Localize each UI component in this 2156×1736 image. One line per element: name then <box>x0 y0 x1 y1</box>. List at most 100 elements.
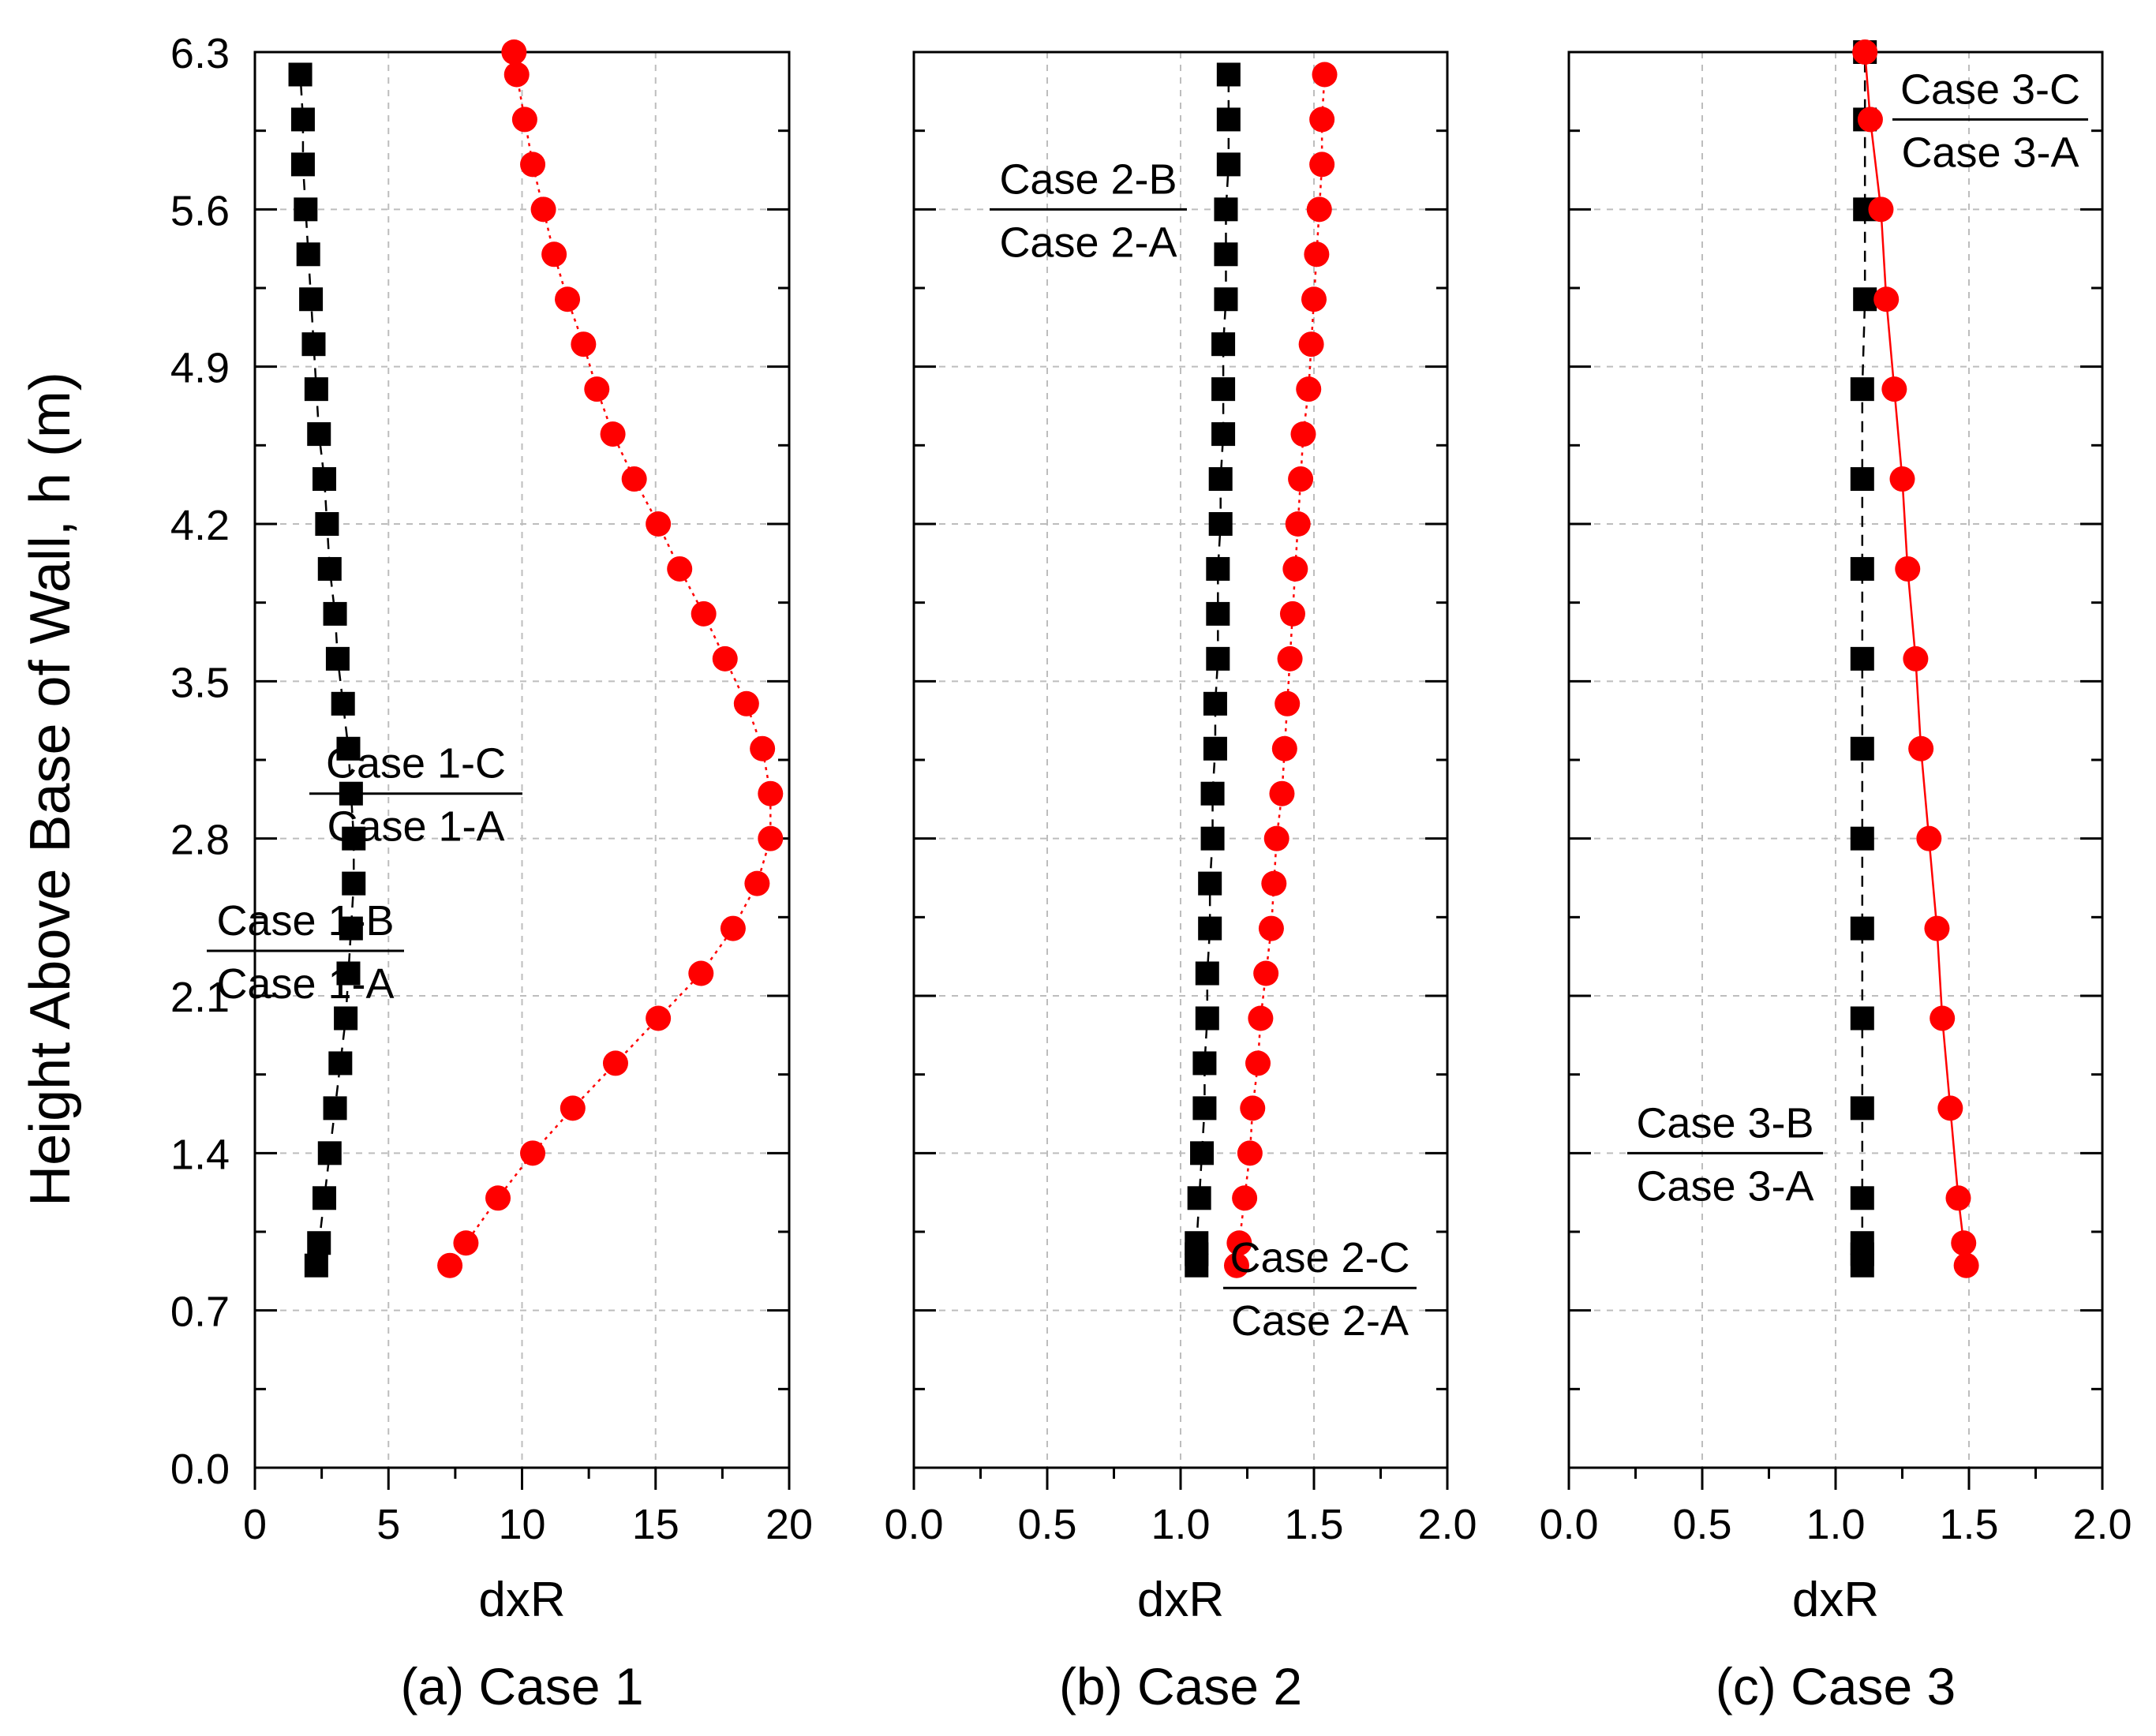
data-point <box>1945 1185 1971 1211</box>
y-axis-label: Height Above Base of Wall, h (m) <box>19 372 82 1207</box>
x-tick-label: 2.0 <box>1417 1501 1477 1548</box>
data-point <box>299 287 324 312</box>
x-tick-label: 15 <box>632 1501 679 1548</box>
data-point <box>1850 467 1874 492</box>
data-point <box>336 736 361 761</box>
x-tick-label: 1.0 <box>1806 1501 1865 1548</box>
series-label-numerator: Case 1-B <box>216 897 394 945</box>
data-point <box>1282 556 1308 582</box>
data-point <box>342 826 366 851</box>
data-point <box>325 646 350 671</box>
series-label: Case 1-B Case 1-A <box>207 897 404 1008</box>
x-tick-label: 0.5 <box>1672 1501 1731 1548</box>
panel-caption: (b) Case 2 <box>1059 1657 1302 1715</box>
data-point <box>1253 960 1279 986</box>
data-point <box>1285 511 1311 537</box>
x-tick-label: 1.0 <box>1151 1501 1210 1548</box>
series-c <box>1223 62 1338 1278</box>
data-point <box>520 152 546 178</box>
y-tick-label: 0.0 <box>170 1446 230 1493</box>
data-point <box>1190 1141 1215 1165</box>
series-line <box>1863 51 1967 1266</box>
data-point <box>1206 601 1230 626</box>
data-point <box>720 915 746 941</box>
data-point <box>1208 512 1233 536</box>
data-point <box>602 1050 628 1076</box>
series-line <box>299 74 355 1266</box>
series-b <box>288 62 366 1278</box>
data-point <box>1248 1005 1274 1031</box>
data-point <box>1195 961 1219 986</box>
data-point <box>688 960 714 986</box>
data-point <box>621 466 647 492</box>
series-line <box>1196 74 1230 1266</box>
data-point <box>315 512 339 536</box>
data-point <box>1301 286 1327 312</box>
data-point <box>1850 646 1874 671</box>
data-point <box>1226 1230 1252 1256</box>
data-point <box>584 376 610 402</box>
data-point <box>1271 735 1297 761</box>
data-point <box>1850 556 1874 581</box>
data-point <box>313 467 337 492</box>
series-label: Case 2-B Case 2-A <box>990 155 1187 266</box>
data-point <box>555 286 581 312</box>
y-tick-label: 0.7 <box>170 1289 230 1336</box>
data-point <box>1275 690 1301 716</box>
x-tick-label: 1.5 <box>1284 1501 1343 1548</box>
data-point <box>1216 107 1241 132</box>
data-point <box>1850 736 1874 761</box>
data-point <box>334 1006 358 1031</box>
data-point <box>712 645 738 672</box>
ticks <box>912 51 1449 1490</box>
data-point <box>1953 1252 1979 1278</box>
series-label: Case 1-C Case 1-A <box>309 740 522 851</box>
data-point <box>520 1140 546 1166</box>
x-tick-label: 10 <box>498 1501 545 1548</box>
data-point <box>304 377 328 402</box>
grid <box>1569 52 2102 1468</box>
data-point <box>1850 1096 1874 1121</box>
data-point <box>301 332 326 357</box>
data-point <box>1269 780 1295 806</box>
data-point <box>646 1005 672 1031</box>
data-point <box>437 1252 463 1278</box>
data-point <box>501 39 527 65</box>
y-tick-label: 4.2 <box>170 502 230 549</box>
data-point <box>733 690 759 716</box>
data-point <box>1903 645 1929 672</box>
data-point <box>1198 871 1222 896</box>
data-point <box>304 1253 328 1278</box>
data-point <box>1296 376 1322 402</box>
data-point <box>336 961 361 986</box>
data-point <box>1850 1186 1874 1210</box>
data-point <box>1850 1006 1874 1031</box>
data-point <box>1850 377 1874 402</box>
series-label-numerator: Case 3-B <box>1636 1099 1814 1147</box>
data-point <box>1881 376 1907 402</box>
data-point <box>1206 556 1230 581</box>
data-point <box>1312 62 1338 88</box>
data-point <box>1853 287 1877 312</box>
y-tick-label: 6.3 <box>170 30 230 77</box>
x-axis-label: dxR <box>478 1573 565 1627</box>
data-point <box>744 870 770 896</box>
data-point <box>1868 196 1894 223</box>
series-line <box>1235 74 1326 1266</box>
data-point <box>1850 826 1874 851</box>
data-point <box>1304 241 1330 268</box>
data-point <box>758 780 784 806</box>
data-point <box>313 1186 337 1210</box>
series-label-denominator: Case 3-A <box>1636 1162 1814 1210</box>
series-label-numerator: Case 2-C <box>1230 1234 1409 1281</box>
series-label-denominator: Case 3-A <box>1901 129 2079 176</box>
data-point <box>1277 645 1303 672</box>
data-point <box>691 600 717 627</box>
series-label-denominator: Case 1-A <box>327 803 504 851</box>
data-point <box>1889 466 1915 492</box>
data-point <box>307 422 331 447</box>
data-point <box>294 197 318 222</box>
y-tick-label: 2.1 <box>170 974 230 1021</box>
